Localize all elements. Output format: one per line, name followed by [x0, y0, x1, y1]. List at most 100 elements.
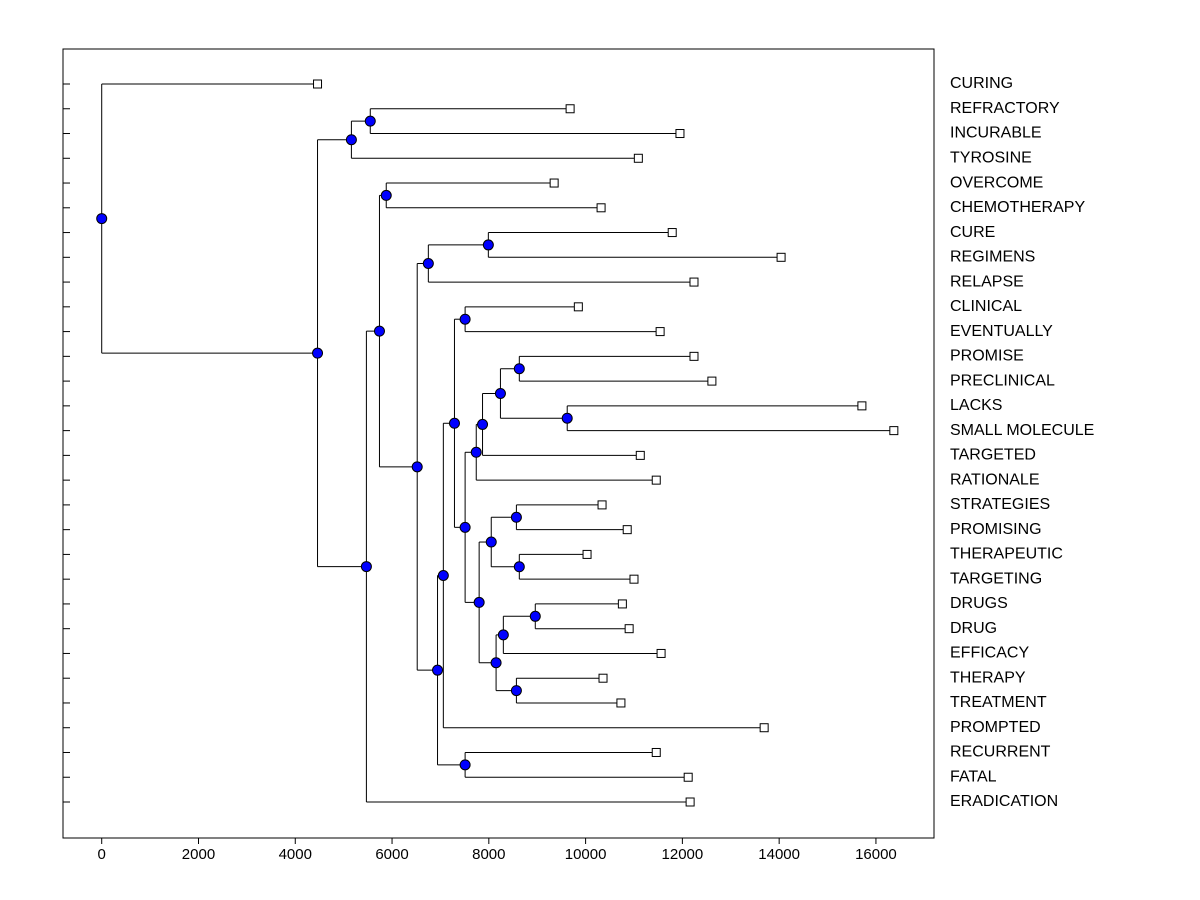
x-tick-label: 0: [98, 846, 106, 863]
x-tick-label: 2000: [182, 846, 215, 863]
plot-frame: [62, 48, 935, 839]
leaf-label: REGIMENS: [950, 249, 1035, 266]
leaf-label: FATAL: [950, 768, 997, 785]
x-tick-label: 6000: [375, 846, 408, 863]
node-marker: [513, 561, 525, 573]
node-marker: [490, 657, 502, 669]
node-marker: [459, 313, 471, 325]
leaf-label: SMALL MOLECULE: [950, 422, 1094, 439]
leaf-label: REFRACTORY: [950, 100, 1060, 117]
leaf-label: PROMISING: [950, 521, 1042, 538]
leaf-marker: [651, 747, 661, 757]
leaf-marker: [683, 772, 693, 782]
leaf-marker: [889, 426, 899, 436]
leaf-marker: [707, 376, 717, 386]
node-marker: [459, 759, 471, 771]
node-marker: [510, 685, 522, 697]
leaf-marker: [655, 327, 665, 337]
leaf-label: RELAPSE: [950, 273, 1024, 290]
x-tick-label: 4000: [279, 846, 312, 863]
x-tick-label: 10000: [565, 846, 607, 863]
node-marker: [497, 629, 509, 641]
node-marker: [477, 418, 489, 430]
x-tick-label: 14000: [758, 846, 800, 863]
leaf-marker: [656, 648, 666, 658]
leaf-marker: [633, 153, 643, 163]
leaf-label: PROMPTED: [950, 719, 1041, 736]
node-marker: [380, 189, 392, 201]
leaf-marker: [624, 624, 634, 634]
leaf-label: RATIONALE: [950, 471, 1040, 488]
x-tick-label: 8000: [472, 846, 505, 863]
leaf-marker: [622, 525, 632, 535]
leaf-marker: [596, 203, 606, 213]
leaf-label: TREATMENT: [950, 694, 1047, 711]
x-tick-label: 12000: [662, 846, 704, 863]
node-marker: [437, 569, 449, 581]
leaf-label: PROMISE: [950, 348, 1024, 365]
leaf-label: TYROSINE: [950, 149, 1032, 166]
node-marker: [448, 417, 460, 429]
node-marker: [529, 610, 541, 622]
node-marker: [345, 134, 357, 146]
node-marker: [459, 521, 471, 533]
leaf-label: TARGETED: [950, 447, 1036, 464]
node-marker: [373, 325, 385, 337]
leaf-marker: [857, 401, 867, 411]
leaf-label: INCURABLE: [950, 125, 1042, 142]
node-marker: [422, 258, 434, 269]
leaf-marker: [616, 698, 626, 708]
node-marker: [96, 213, 108, 225]
node-marker: [470, 446, 482, 458]
leaf-label: CLINICAL: [950, 298, 1022, 315]
leaf-marker: [573, 302, 583, 312]
node-marker: [312, 347, 324, 359]
leaf-marker: [675, 129, 685, 139]
leaf-label: DRUG: [950, 620, 997, 637]
leaf-marker: [651, 475, 661, 485]
leaf-label: RECURRENT: [950, 744, 1051, 761]
leaf-marker: [597, 500, 607, 510]
node-marker: [510, 511, 522, 523]
leaf-label: ERADICATION: [950, 793, 1058, 810]
node-marker: [411, 461, 423, 473]
leaf-marker: [617, 599, 627, 609]
node-marker: [513, 363, 525, 375]
leaf-marker: [313, 79, 323, 89]
leaf-marker: [776, 252, 786, 262]
node-marker: [494, 387, 506, 399]
leaf-marker: [549, 178, 559, 188]
leaf-label: CURE: [950, 224, 995, 241]
node-marker: [482, 239, 494, 251]
leaf-label: LACKS: [950, 397, 1002, 414]
leaf-marker: [759, 723, 769, 733]
leaf-marker: [667, 228, 677, 238]
node-marker: [485, 536, 497, 548]
node-marker: [432, 664, 444, 676]
leaf-marker: [629, 574, 639, 584]
leaf-marker: [689, 351, 699, 361]
leaf-label: EFFICACY: [950, 645, 1029, 662]
node-marker: [473, 596, 485, 608]
leaf-label: STRATEGIES: [950, 496, 1050, 513]
leaf-marker: [565, 104, 575, 114]
leaf-marker: [598, 673, 608, 683]
leaf-label: THERAPEUTIC: [950, 546, 1063, 563]
x-tick-label: 16000: [855, 846, 897, 863]
leaf-label: CHEMOTHERAPY: [950, 199, 1085, 216]
leaf-marker: [689, 277, 699, 287]
leaf-marker: [685, 797, 695, 807]
node-marker: [561, 412, 573, 424]
leaf-label: PRECLINICAL: [950, 372, 1055, 389]
leaf-label: CURING: [950, 75, 1013, 92]
leaf-marker: [582, 549, 592, 559]
node-marker: [360, 561, 372, 573]
leaf-label: OVERCOME: [950, 174, 1043, 191]
node-marker: [364, 115, 376, 127]
leaf-label: DRUGS: [950, 595, 1008, 612]
leaf-label: TARGETING: [950, 570, 1042, 587]
leaf-marker: [635, 450, 645, 460]
leaf-label: THERAPY: [950, 669, 1026, 686]
